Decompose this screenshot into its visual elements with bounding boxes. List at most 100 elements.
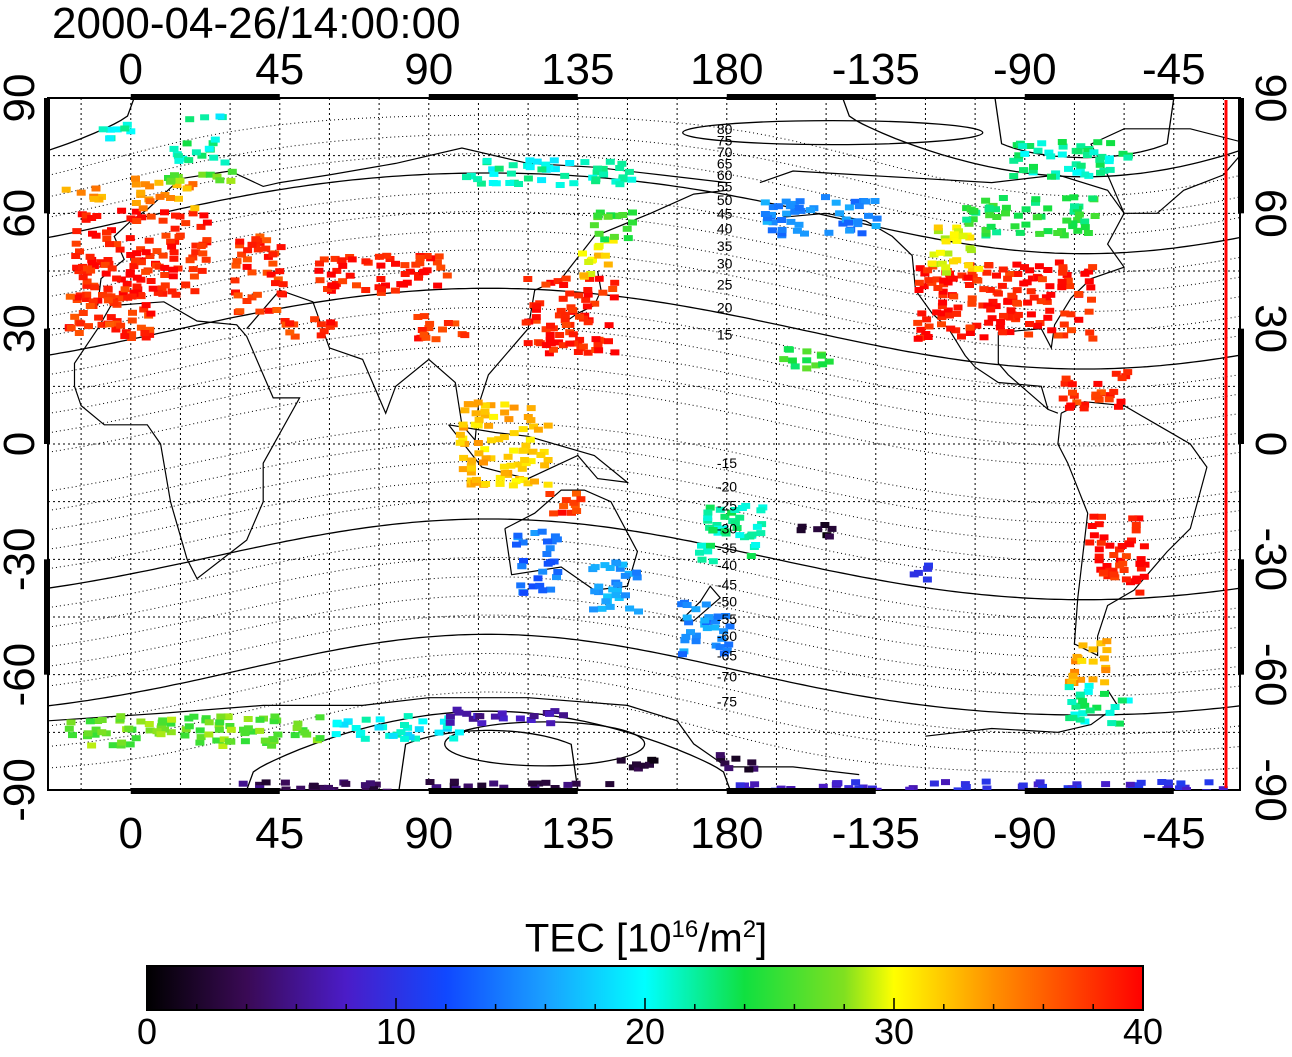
tec-cell [713,613,723,620]
tec-cell [645,761,654,768]
tec-cell [1099,655,1109,662]
tec-cell [1020,150,1030,157]
lon-tick-label-top: 180 [690,45,763,94]
tec-cell [533,426,543,433]
tec-cell [500,409,510,416]
tec-cell [560,317,570,324]
tec-cell [991,206,1000,213]
tec-cell [86,267,96,274]
tec-cell [168,273,178,280]
tec-cell [146,213,156,220]
tec-cell [120,286,130,293]
tec-cell [779,356,789,363]
tec-cell [558,342,568,349]
coastline-path [48,697,860,776]
tec-cell [374,724,384,731]
tec-cell [523,340,533,347]
tec-cell [419,331,429,338]
tec-cell [180,732,190,739]
tec-cell [531,314,541,321]
tec-cell [985,212,995,219]
tec-cell [235,238,245,245]
tec-cell [1091,391,1101,398]
tec-cell [124,725,134,732]
tec-cell [964,262,974,269]
tec-cell [494,436,504,443]
tec-cell [223,713,233,720]
frame-bar-left [44,98,50,214]
tec-cell [326,271,336,278]
tec-cell [1088,646,1098,653]
tec-cell [1107,720,1117,727]
tec-cell [923,267,933,274]
tec-cell [345,272,355,279]
tec-cell [813,526,823,533]
tec-cell [376,262,386,269]
tec-cell [838,220,848,227]
tec-cell [537,177,547,184]
tec-cell [531,317,541,324]
tec-cell [314,267,324,274]
magnetic-contour [48,691,1240,774]
tec-cell [418,269,428,276]
tec-cell [1062,195,1072,202]
tec-cell [202,237,212,244]
tec-cell [678,651,687,658]
tec-cell [400,735,410,742]
tec-cell [1105,392,1115,399]
tec-cell [97,717,107,723]
tec-cell [777,217,787,223]
tec-cell [583,291,593,298]
tec-cell [604,322,614,329]
tec-cell [632,569,641,576]
tec-cell [145,326,155,333]
tec-cell [537,166,547,173]
lat-tick-label-left: -30 [0,528,44,592]
tec-cell [996,319,1006,325]
tec-cell [953,304,963,311]
contour-label: 40 [717,221,733,237]
tec-cell [132,274,142,281]
tec-cell [1105,542,1115,549]
tec-cell [530,530,540,536]
tec-cell [1076,143,1086,150]
tec-cell [1099,569,1109,576]
tec-cell [618,212,628,218]
tec-cell [593,212,603,219]
tec-cell [1032,214,1042,221]
tec-cell [89,195,99,202]
tec-cell [516,582,526,589]
tec-cell [986,306,996,313]
tec-cell [275,268,285,275]
tec-cell [633,765,643,772]
tec-cell [169,266,178,273]
tec-cell [497,710,507,717]
tec-cell [226,726,236,733]
tec-cell [1045,307,1055,314]
tec-cell [924,323,934,330]
tec-cell [434,253,444,260]
tec-cell [724,765,734,772]
tec-cell [800,230,809,237]
tec-cell [500,470,510,477]
tec-cell [523,276,533,282]
tec-cell [157,723,166,730]
tec-cell [529,423,539,430]
tec-cell [923,565,933,572]
tec-cell [374,253,384,260]
tec-cell [594,252,604,259]
tec-cell [867,785,877,790]
tec-cell [639,762,649,769]
tec-cell [451,785,461,790]
tec-cell [604,338,613,345]
tec-cell [953,787,963,790]
tec-cell [75,248,84,255]
tec-cell [377,286,386,293]
tec-cell [166,720,176,727]
tec-cell [979,286,989,293]
lon-axis-top: 0 45 90 135 180 -135 -90 -45 [119,45,1206,94]
tec-cell [243,247,253,254]
tec-cell [561,322,571,328]
tec-cell [824,533,834,540]
